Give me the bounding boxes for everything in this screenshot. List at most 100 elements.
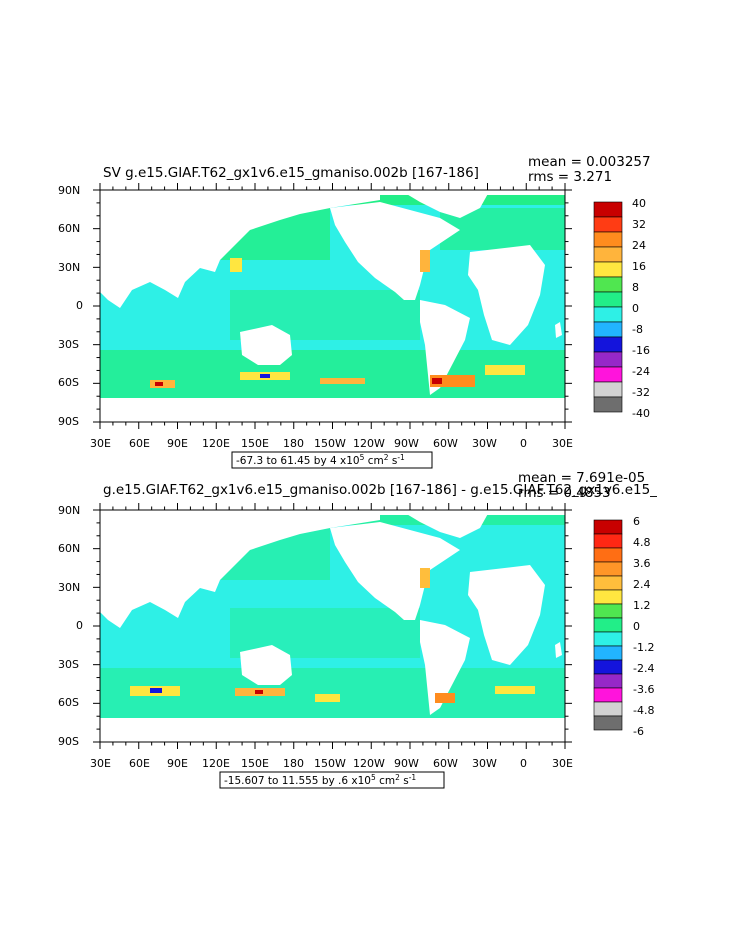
- contour-unit-exponent: 2: [395, 773, 400, 782]
- land-masses: [100, 510, 565, 742]
- land-africa: [468, 565, 545, 665]
- colorbar-swatch: [593, 201, 623, 218]
- ocean-positive-region: [440, 208, 565, 250]
- contour-unit2-exponent: -1: [409, 773, 417, 782]
- anomaly-spot: [260, 374, 270, 378]
- ocean-positive-region: [230, 290, 420, 340]
- anomaly-spot: [155, 382, 163, 386]
- x-tick-label: 30E: [552, 437, 573, 450]
- colorbar-swatch: [593, 687, 623, 703]
- colorbar-label: -8: [632, 323, 643, 336]
- colorbar-label: -4.8: [633, 704, 654, 717]
- x-tick-label: 30W: [472, 437, 497, 450]
- land-north-america: [330, 202, 460, 300]
- y-axis: 90N 60N 30N 0 30S 60S 90S: [58, 504, 83, 748]
- anomaly-spot: [432, 378, 442, 384]
- colorbar-label: 4.8: [633, 536, 651, 549]
- y-tick-label: 90N: [58, 504, 80, 517]
- x-tick-label: 150W: [314, 437, 346, 450]
- x-tick-label: 120W: [353, 437, 385, 450]
- colorbar-label: 0: [632, 302, 639, 315]
- x-tick-label: 120E: [202, 437, 230, 450]
- chart-top-svg: SV g.e15.GIAF.T62_gx1v6.e15_gmaniso.002b…: [58, 154, 651, 469]
- x-tick-label: 120E: [202, 757, 230, 770]
- x-tick-label: 0: [520, 437, 527, 450]
- y-tick-label: 90N: [58, 184, 80, 197]
- x-tick-label: 90E: [167, 757, 188, 770]
- x-tick-label: 120W: [353, 757, 385, 770]
- anomaly-spot: [420, 568, 430, 588]
- anomaly-spot: [230, 258, 242, 272]
- colorbar-swatch: [593, 631, 623, 647]
- x-tick-label: 30E: [552, 757, 573, 770]
- contour-info-frame: [219, 771, 445, 789]
- land-eurasia: [100, 190, 380, 308]
- colorbar-label: -40: [632, 407, 650, 420]
- colorbar-swatch: [593, 366, 623, 383]
- x-tick-label: 90W: [394, 437, 419, 450]
- land-madagascar: [555, 642, 562, 658]
- y-axis: 90N 60N 30N 0 30S 60S 90S: [58, 184, 83, 428]
- colorbar-swatch: [593, 715, 623, 731]
- chart-bottom-svg: g.e15.GIAF.T62_gx1v6.e15_gmaniso.002b [1…: [58, 470, 657, 789]
- colorbar-label: -3.6: [633, 683, 654, 696]
- colorbar-label: 6: [633, 515, 640, 528]
- colorbar-swatch: [593, 231, 623, 248]
- contour-info-box: -67.3 to 61.45 by 4 x105 cm2 s-1: [231, 451, 433, 469]
- contour-unit-exponent: 2: [384, 453, 389, 462]
- x-axis: 30E 60E 90E 120E 150E 180 150W 120W 90W …: [90, 437, 573, 450]
- colorbar-swatch: [593, 216, 623, 233]
- colorbar-swatch: [593, 351, 623, 368]
- y-tick-label: 30S: [58, 338, 79, 351]
- x-tick-label: 60W: [433, 757, 458, 770]
- y-tick-label: 0: [76, 619, 83, 632]
- chart-panel-bottom: g.e15.GIAF.T62_gx1v6.e15_gmaniso.002b [1…: [0, 468, 733, 793]
- map-area: [99, 509, 566, 743]
- anomaly-spot: [255, 690, 263, 694]
- mean-label: mean = 7.691e-05: [518, 470, 645, 486]
- contour-info-text: -15.607 to 11.555 by .6 x105 cm2 s-1: [224, 773, 416, 787]
- colorbar-swatch: [593, 519, 623, 535]
- y-tick-label: 60N: [58, 222, 80, 235]
- y-tick-label: 90S: [58, 415, 79, 428]
- colorbar-swatch: [593, 321, 623, 338]
- land-antarctica: [100, 400, 565, 422]
- colorbar-labels: 6 4.8 3.6 2.4 1.2 0 -1.2 -2.4 -3.6 -4.8 …: [633, 515, 654, 738]
- y-tick-label: 60N: [58, 542, 80, 555]
- colorbar: 40 32 24 16 8 0 -8 -16 -24 -32 -40: [593, 197, 650, 420]
- colorbar-swatch: [593, 246, 623, 263]
- contour-unit2: s: [389, 455, 398, 467]
- x-tick-label: 180: [283, 437, 304, 450]
- colorbar-swatch: [593, 575, 623, 591]
- contour-info-text: -67.3 to 61.45 by 4 x105 cm2 s-1: [236, 453, 405, 467]
- colorbar-swatch: [593, 673, 623, 689]
- colorbar-label: -1.2: [633, 641, 654, 654]
- x-tick-label: 90E: [167, 437, 188, 450]
- y-tick-label: 60S: [58, 376, 79, 389]
- colorbar-label: 40: [632, 197, 646, 210]
- anomaly-spot: [495, 686, 535, 694]
- land-north-america: [330, 522, 460, 620]
- colorbar-swatch: [593, 533, 623, 549]
- contour-range: -15.607 to 11.555 by .6 x10: [224, 775, 371, 787]
- land-africa: [468, 245, 545, 345]
- mean-label: mean = 0.003257: [528, 154, 651, 170]
- land-south-america: [420, 300, 470, 395]
- land-madagascar: [555, 322, 562, 338]
- anomaly-spot: [315, 694, 340, 702]
- x-tick-label: 150E: [241, 757, 269, 770]
- colorbar-label: 2.4: [633, 578, 651, 591]
- contour-info-box: -15.607 to 11.555 by .6 x105 cm2 s-1: [219, 771, 445, 789]
- colorbar-swatch: [593, 701, 623, 717]
- colorbar-label: -16: [632, 344, 650, 357]
- x-axis: 30E 60E 90E 120E 150E 180 150W 120W 90W …: [90, 757, 573, 770]
- y-tick-label: 90S: [58, 735, 79, 748]
- chart-title: SV g.e15.GIAF.T62_gx1v6.e15_gmaniso.002b…: [103, 165, 479, 181]
- colorbar-swatch: [593, 645, 623, 661]
- colorbar-swatch: [593, 589, 623, 605]
- x-tick-label: 60W: [433, 437, 458, 450]
- x-tick-label: 180: [283, 757, 304, 770]
- land-greenland: [400, 510, 490, 538]
- colorbar-swatch: [593, 547, 623, 563]
- axis-ticks: [93, 183, 572, 429]
